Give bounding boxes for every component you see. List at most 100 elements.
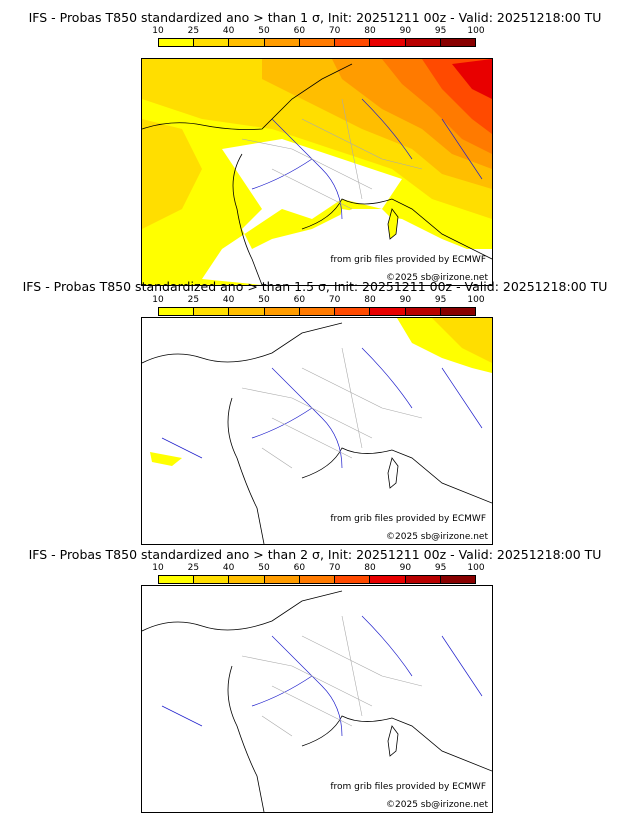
colorbar-tick-label: 60: [293, 563, 306, 573]
colorbar-tick-label: 60: [293, 295, 306, 305]
map-canvas: [142, 59, 492, 285]
colorbar-bar: [158, 38, 476, 47]
prob-field-atlantic: [142, 119, 202, 229]
colorbar-tick-label: 10: [152, 295, 164, 305]
colorbar-tick-label: 90: [399, 26, 412, 36]
colorbar-tick-label: 95: [434, 295, 447, 305]
colorbar-cell: [335, 39, 371, 46]
colorbar-cell: [299, 576, 336, 583]
colorbar-tick-label: 90: [399, 563, 412, 573]
colorbar-cell: [194, 308, 230, 315]
data-source-credit: from grib files provided by ECMWF: [330, 514, 486, 524]
data-source-credit: from grib files provided by ECMWF: [330, 782, 486, 792]
prob-field-25: [432, 318, 492, 363]
colorbar-tick-label: 40: [222, 295, 235, 305]
colorbar-tick-label: 95: [434, 563, 447, 573]
colorbar-tick-label: 50: [258, 295, 270, 305]
colorbar-cell: [405, 39, 441, 46]
colorbar: 10 25 40 50 60 70 80 90 95 100: [152, 295, 485, 321]
colorbar-cell: [264, 576, 300, 583]
admin-borders: [241, 347, 423, 469]
colorbar-tick-label: 100: [467, 563, 485, 573]
colorbar: 10 25 40 50 60 70 80 90 95 100: [152, 563, 485, 589]
corsica: [387, 725, 399, 757]
colorbar-cell: [299, 39, 336, 46]
admin-borders: [241, 98, 423, 210]
map-panel-2sigma: IFS - Probas T850 standardized ano > tha…: [0, 547, 630, 823]
colorbar-cell: [335, 576, 371, 583]
colorbar-cell: [159, 39, 195, 46]
colorbar-cell: [335, 308, 371, 315]
panel-title: IFS - Probas T850 standardized ano > tha…: [22, 279, 608, 294]
colorbar-cell: [440, 576, 475, 583]
colorbar-tick-label: 80: [364, 295, 376, 305]
colorbar-cell: [194, 39, 230, 46]
colorbar-bar: [158, 575, 476, 584]
colorbar-tick-label: 100: [467, 26, 485, 36]
copyright-credit: ©2025 sb@irizone.net: [386, 800, 488, 810]
colorbar-tick-label: 95: [434, 26, 447, 36]
colorbar-cell: [299, 308, 336, 315]
colorbar-cell: [370, 576, 406, 583]
colorbar-cell: [370, 308, 406, 315]
probability-map: from grib files provided by ECMWF ©2025 …: [141, 585, 493, 813]
coastline: [142, 590, 492, 812]
data-source-credit: from grib files provided by ECMWF: [330, 255, 486, 265]
colorbar-tick-label: 80: [364, 26, 376, 36]
colorbar-tick-label: 70: [328, 295, 341, 305]
colorbar-tick-label: 70: [328, 563, 341, 573]
colorbar-cell: [440, 308, 475, 315]
colorbar: 10 25 40 50 60 70 80 90 95 100: [152, 26, 485, 52]
map-canvas: [142, 318, 492, 544]
colorbar-cell: [264, 39, 300, 46]
probability-map: from grib files provided by ECMWF ©2025 …: [141, 58, 493, 286]
colorbar-cell: [405, 576, 441, 583]
prob-field-base: [142, 318, 492, 544]
admin-borders: [241, 615, 423, 737]
corsica: [387, 457, 399, 489]
colorbar-cell: [159, 576, 195, 583]
colorbar-tick-label: 10: [152, 26, 164, 36]
corsica: [387, 208, 399, 240]
colorbar-cell: [229, 308, 265, 315]
colorbar-cell: [264, 308, 300, 315]
map-canvas: [142, 586, 492, 812]
prob-field-atlantic: [150, 452, 182, 466]
map-panel-1p5sigma: IFS - Probas T850 standardized ano > tha…: [0, 279, 630, 555]
colorbar-bar: [158, 307, 476, 316]
colorbar-tick-label: 50: [258, 563, 270, 573]
coastline: [142, 63, 492, 285]
rivers: [161, 615, 483, 737]
colorbar-cell: [440, 39, 475, 46]
colorbar-tick-label: 10: [152, 563, 164, 573]
prob-field-base: [142, 586, 492, 812]
copyright-credit: ©2025 sb@irizone.net: [386, 532, 488, 542]
colorbar-tick-label: 25: [187, 26, 200, 36]
colorbar-cell: [229, 39, 265, 46]
prob-field-80: [452, 59, 492, 99]
colorbar-labels: 10 25 40 50 60 70 80 90 95 100: [152, 295, 484, 306]
colorbar-cell: [229, 576, 265, 583]
colorbar-tick-label: 80: [364, 563, 376, 573]
colorbar-tick-label: 60: [293, 26, 306, 36]
panel-title: IFS - Probas T850 standardized ano > tha…: [28, 10, 602, 25]
colorbar-labels: 10 25 40 50 60 70 80 90 95 100: [152, 563, 484, 574]
colorbar-tick-label: 100: [467, 295, 485, 305]
panel-title: IFS - Probas T850 standardized ano > tha…: [28, 547, 602, 562]
rivers: [251, 98, 483, 220]
colorbar-cell: [194, 576, 230, 583]
colorbar-tick-label: 70: [328, 26, 341, 36]
copyright-credit: ©2025 sb@irizone.net: [386, 273, 488, 283]
map-panel-1sigma: IFS - Probas T850 standardized ano > tha…: [0, 10, 630, 286]
rivers: [161, 347, 483, 469]
colorbar-tick-label: 25: [187, 563, 200, 573]
colorbar-tick-label: 25: [187, 295, 200, 305]
colorbar-cell: [159, 308, 195, 315]
colorbar-tick-label: 40: [222, 26, 235, 36]
probability-map: from grib files provided by ECMWF ©2025 …: [141, 317, 493, 545]
prob-field-none-sea: [322, 209, 492, 285]
coastline: [142, 322, 492, 544]
colorbar-tick-label: 40: [222, 563, 235, 573]
colorbar-cell: [370, 39, 406, 46]
colorbar-cell: [405, 308, 441, 315]
